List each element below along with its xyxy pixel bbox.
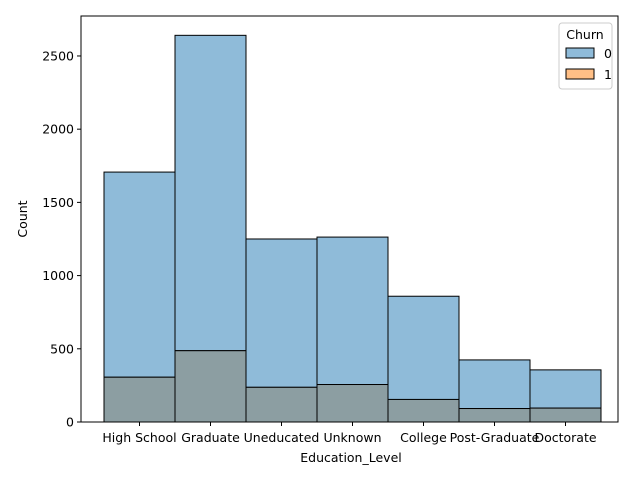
y-axis-label: Count <box>15 200 30 237</box>
legend-label-1: 1 <box>604 67 612 82</box>
y-tick-label-2000: 2000 <box>42 122 74 137</box>
bar-overlap-2 <box>245 386 318 423</box>
y-tick-label-500: 500 <box>50 341 74 356</box>
y-tick-label-1500: 1500 <box>42 195 74 210</box>
legend-swatch-0 <box>565 47 595 59</box>
x-axis-label: Education_Level <box>300 450 401 465</box>
y-axis: 0 500 1000 1500 2000 2500 <box>42 48 81 430</box>
y-tick-label-0: 0 <box>66 415 74 430</box>
x-tick-label-3: Unknown <box>323 430 381 445</box>
x-tick-label-2: Uneducated <box>244 430 320 445</box>
x-tick-label-1: Graduate <box>181 430 240 445</box>
x-axis: High School Graduate Uneducated Unknown Coll… <box>102 422 597 445</box>
x-tick-label-4: College <box>400 430 447 445</box>
legend: Churn 0 1 <box>558 22 613 90</box>
legend-label-0: 0 <box>604 46 612 61</box>
bar-overlap-0 <box>103 376 176 423</box>
y-tick-label-1000: 1000 <box>42 268 74 283</box>
y-tick-label-2500: 2500 <box>42 48 74 63</box>
legend-title: Churn <box>566 27 603 42</box>
bar-overlap-4 <box>387 398 460 423</box>
bar-overlap-6 <box>529 407 602 423</box>
bar-overlap-1 <box>174 350 247 423</box>
plot-frame <box>80 15 619 423</box>
x-tick-label-6: Doctorate <box>534 430 596 445</box>
bar-overlap-3 <box>316 384 389 423</box>
x-tick-label-5: Post-Graduate <box>450 430 540 445</box>
legend-swatch-1 <box>565 68 595 80</box>
overlap-group <box>103 350 602 423</box>
bar-overlap-5 <box>458 408 531 423</box>
x-tick-label-0: High School <box>102 430 176 445</box>
